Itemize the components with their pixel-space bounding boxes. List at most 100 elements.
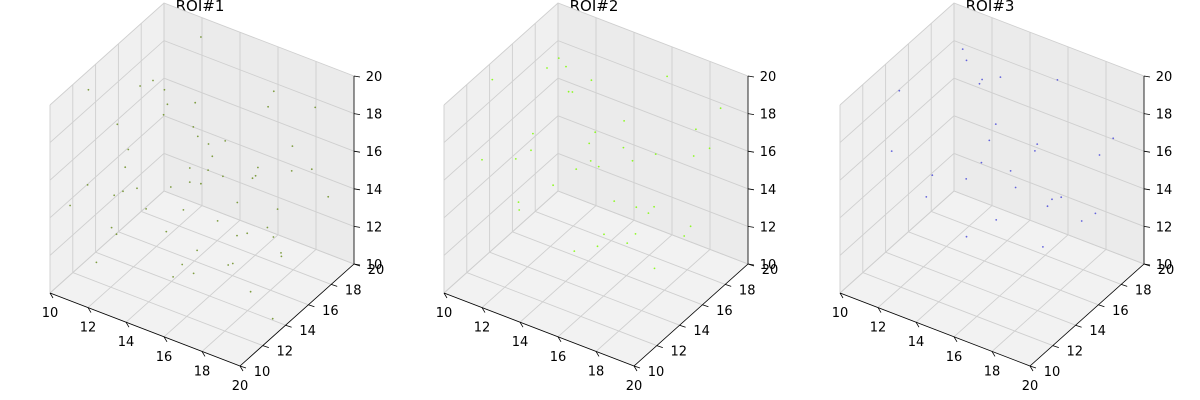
- data-point: [207, 169, 210, 172]
- x-tick-label: 12: [870, 321, 887, 336]
- z-gridline: [443, 2, 749, 106]
- data-point: [257, 166, 259, 169]
- data-point: [961, 48, 964, 50]
- x-tick-label: 20: [1022, 379, 1039, 394]
- x-tick-label: 14: [118, 335, 135, 350]
- data-point: [116, 123, 119, 126]
- z-tick: [747, 75, 755, 78]
- data-point: [603, 233, 605, 236]
- z-tick-label: 14: [1156, 183, 1173, 198]
- data-point: [222, 175, 224, 178]
- data-point: [196, 135, 199, 138]
- data-point: [310, 168, 313, 171]
- x-tick-label: 16: [156, 350, 173, 365]
- z-tick: [1143, 113, 1151, 115]
- data-point: [634, 233, 637, 235]
- x-tick: [49, 292, 54, 299]
- y-tick: [633, 365, 641, 369]
- data-point: [280, 252, 282, 254]
- y-tick-label: 14: [1089, 324, 1106, 339]
- data-point: [689, 225, 692, 228]
- left-pane: [444, 3, 558, 293]
- z-tick: [1143, 75, 1151, 78]
- x-tick-label: 18: [194, 364, 211, 379]
- data-point: [647, 212, 650, 215]
- data-point: [200, 182, 202, 185]
- x-tick-label: 14: [512, 335, 529, 350]
- data-point: [573, 250, 576, 253]
- data-point: [1034, 150, 1036, 152]
- y-gridline: [95, 64, 286, 326]
- y-tick-label: 16: [716, 304, 733, 319]
- data-point: [517, 201, 520, 204]
- data-point: [1094, 212, 1097, 215]
- z-tick: [353, 113, 361, 115]
- data-point: [965, 59, 968, 62]
- data-point: [251, 177, 254, 180]
- z-tick-label: 16: [1156, 145, 1173, 160]
- data-point: [152, 79, 154, 82]
- data-point: [988, 139, 991, 142]
- data-point: [565, 65, 567, 68]
- data-point: [327, 195, 330, 198]
- x-tick-label: 12: [80, 321, 97, 336]
- z-tick-label: 16: [366, 145, 383, 160]
- data-point: [708, 147, 711, 150]
- data-point: [124, 166, 127, 169]
- data-point: [491, 78, 494, 81]
- z-tick-label: 10: [366, 258, 383, 273]
- left-pane: [50, 3, 164, 293]
- data-point: [200, 36, 202, 38]
- data-point: [1009, 170, 1012, 172]
- data-point: [980, 161, 983, 164]
- z-tick-label: 20: [366, 70, 383, 85]
- y-gridline: [117, 43, 309, 306]
- x-tick-label: 16: [550, 350, 567, 365]
- x-tick: [443, 292, 448, 299]
- y-tick-label: 18: [345, 283, 362, 298]
- x-tick-label: 16: [946, 350, 963, 365]
- data-point: [231, 262, 234, 265]
- z-tick-label: 12: [760, 220, 777, 235]
- data-point: [115, 233, 118, 236]
- y-tick-label: 20: [1158, 263, 1175, 278]
- y-axis-line: [633, 263, 749, 367]
- data-point: [719, 107, 722, 110]
- y-tick-label: 10: [254, 365, 271, 380]
- data-point: [272, 236, 275, 238]
- data-point: [1098, 154, 1101, 156]
- data-point: [692, 155, 695, 157]
- z-tick-label: 20: [760, 70, 777, 85]
- x-tick-label: 20: [232, 379, 249, 394]
- y-tick: [656, 345, 663, 348]
- data-point: [588, 142, 591, 145]
- y-tick-label: 10: [1044, 365, 1061, 380]
- data-point: [596, 245, 599, 248]
- data-point: [272, 90, 275, 93]
- y-gridline: [930, 23, 1122, 285]
- data-point: [653, 205, 655, 208]
- z-tick-label: 18: [366, 108, 383, 123]
- z-tick-label: 14: [760, 183, 777, 198]
- y-tick: [308, 304, 315, 308]
- data-point: [249, 290, 252, 293]
- data-point: [181, 263, 184, 266]
- y-tick-label: 18: [1135, 283, 1152, 298]
- data-point: [227, 264, 230, 266]
- x-tick-label: 10: [42, 306, 59, 321]
- x-tick-label: 18: [588, 364, 605, 379]
- chart-title: ROI#1: [175, 0, 225, 15]
- y-tick: [679, 324, 686, 328]
- data-point: [532, 132, 534, 135]
- data-point: [1112, 137, 1115, 140]
- z-tick-label: 20: [1156, 70, 1173, 85]
- y-gridline: [489, 64, 680, 326]
- data-point: [994, 123, 997, 125]
- x-tick: [519, 321, 524, 328]
- data-point: [163, 88, 166, 91]
- x-tick: [953, 336, 958, 343]
- y-tick-label: 18: [739, 283, 756, 298]
- y-axis-line: [239, 263, 355, 367]
- z-tick-label: 12: [1156, 220, 1173, 235]
